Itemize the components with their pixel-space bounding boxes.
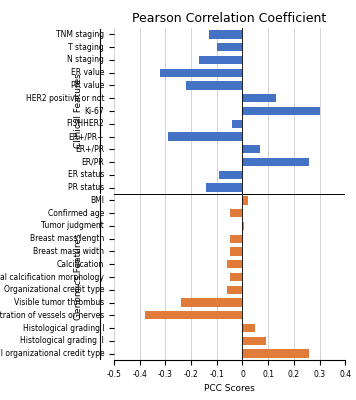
Bar [242,196,248,204]
Bar [242,158,309,166]
Bar [199,56,242,64]
Bar [209,30,242,38]
Bar [227,286,242,294]
Bar [232,120,242,128]
Bar [160,68,242,77]
Bar [230,273,242,281]
Bar [242,94,276,102]
Title: Pearson Correlation Coefficient: Pearson Correlation Coefficient [132,12,327,26]
Bar [168,132,242,141]
Bar [206,184,242,192]
Bar [217,43,242,51]
Bar [242,324,255,332]
Bar [230,209,242,217]
Bar [242,337,266,345]
Text: Genomics Features: Genomics Features [74,234,83,320]
X-axis label: PCC Scores: PCC Scores [204,384,255,393]
Text: Clinical Features: Clinical Features [74,74,83,148]
Bar [219,171,242,179]
Bar [230,234,242,243]
Bar [242,222,244,230]
Bar [227,260,242,268]
Bar [181,298,242,307]
Bar [242,350,309,358]
Bar [242,145,261,154]
Bar [230,247,242,256]
Bar [186,81,242,90]
Bar [145,311,242,320]
Bar [242,107,320,115]
